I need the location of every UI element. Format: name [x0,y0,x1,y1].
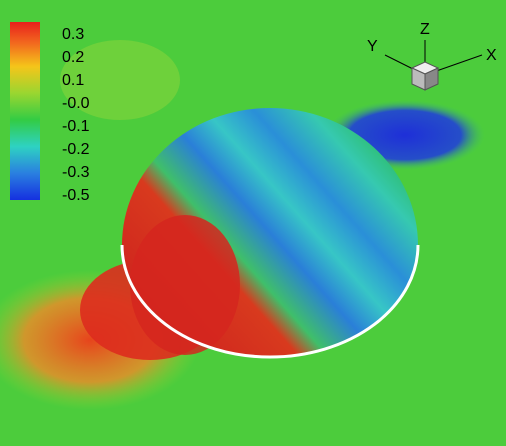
contour-view: 0.3 0.2 0.1 -0.0 -0.1 -0.2 -0.3 -0.5 Y Z X [0,0,506,446]
colorbar-label: -0.2 [62,141,90,158]
colorbar-label: -0.5 [62,187,90,204]
colorbar-label: 0.2 [62,49,84,66]
axis-label: Z [420,21,430,38]
axis-label: X [486,47,497,64]
axis-label: Y [367,38,378,55]
colorbar [10,22,40,200]
colorbar-label: -0.3 [62,164,90,181]
hemisphere-patch [130,215,240,355]
colorbar-label: 0.3 [62,26,84,43]
colorbar-label: -0.1 [62,118,90,135]
colorbar-label: 0.1 [62,72,84,89]
colorbar-label: -0.0 [62,95,90,112]
